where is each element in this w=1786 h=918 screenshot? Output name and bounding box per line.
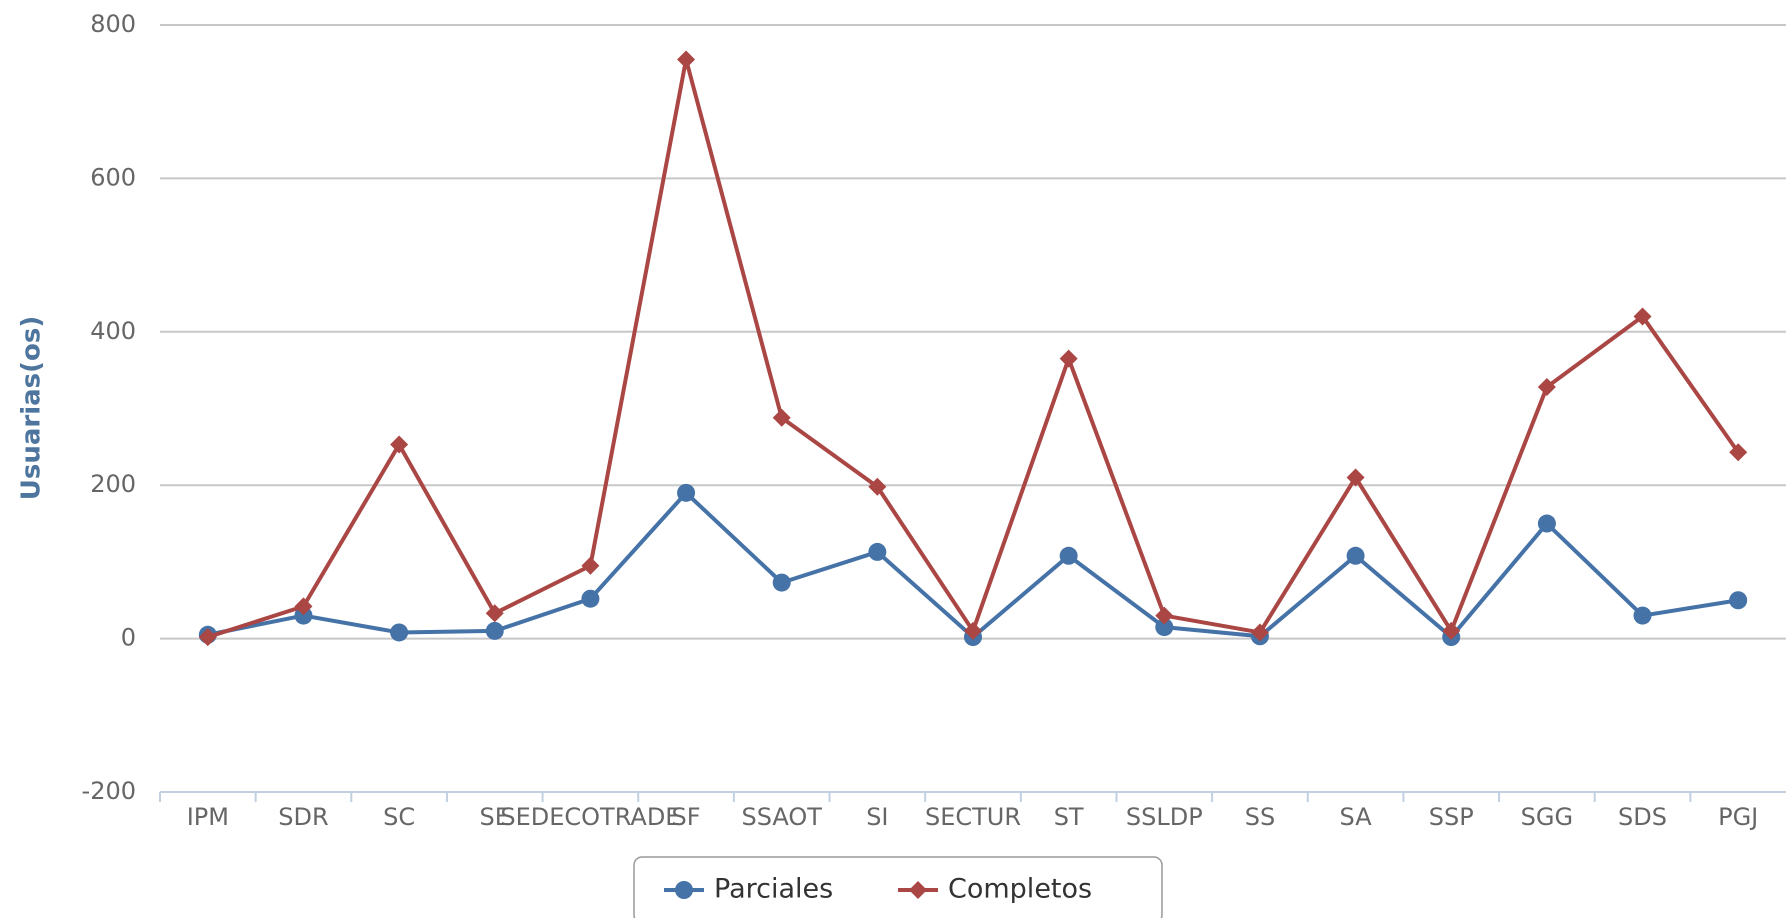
y-axis-label: Usuarias(os)	[17, 316, 47, 501]
x-tick-label: SSLDP	[1126, 803, 1203, 831]
data-point	[1059, 546, 1078, 565]
x-tick-label: SGG	[1521, 803, 1573, 831]
data-point	[964, 621, 982, 640]
data-point	[1537, 378, 1556, 397]
data-point	[1346, 468, 1365, 487]
y-tick-label: -200	[82, 777, 136, 805]
legend-box	[633, 856, 1163, 918]
data-point	[485, 604, 504, 623]
data-point	[1442, 621, 1461, 640]
x-tick-label: SSAOT	[741, 803, 822, 831]
data-point	[198, 628, 217, 647]
y-tick-label: 0	[121, 624, 136, 652]
x-tick-label: SEDECOTRADE	[500, 803, 680, 831]
x-tick-label: SS	[1245, 803, 1275, 831]
data-point	[390, 623, 409, 642]
x-tick-label: PGJ	[1718, 803, 1758, 831]
data-point	[485, 621, 504, 640]
y-tick-label: 400	[90, 317, 136, 345]
series-line	[207, 57, 1740, 639]
x-tick-label: SECTUR	[925, 803, 1021, 831]
legend-label[interactable]: Parciales	[714, 874, 833, 905]
data-point	[772, 573, 791, 592]
x-tick-label: SE	[480, 803, 510, 831]
data-point	[581, 589, 600, 608]
y-tick-label: 200	[90, 470, 136, 498]
x-tick-label: SC	[383, 803, 415, 831]
x-tick-label: SI	[866, 803, 888, 831]
data-point	[1250, 623, 1269, 642]
data-point	[1729, 591, 1748, 610]
data-point	[1633, 307, 1652, 326]
y-tick-label: 800	[90, 10, 136, 38]
data-point	[294, 597, 313, 616]
x-tick-label: IPM	[187, 803, 229, 831]
x-tick-label: SDR	[278, 803, 328, 831]
legend-marker	[675, 881, 693, 899]
data-point	[1155, 606, 1174, 625]
data-point	[581, 556, 600, 575]
data-point	[868, 542, 887, 561]
x-tick-label: SA	[1340, 803, 1373, 831]
data-point	[1729, 443, 1748, 462]
data-point	[1633, 606, 1652, 625]
y-tick-label: 600	[90, 163, 136, 191]
data-point	[1346, 546, 1365, 565]
legend-marker	[909, 881, 927, 899]
data-point	[677, 483, 696, 502]
data-point	[1155, 618, 1174, 637]
data-point	[390, 435, 409, 454]
data-point	[1059, 349, 1078, 368]
x-tick-label: SSP	[1429, 803, 1474, 831]
x-tick-label: SF	[672, 803, 701, 831]
x-tick-label: SDS	[1618, 803, 1667, 831]
data-point	[772, 408, 791, 427]
data-point	[1537, 514, 1556, 533]
x-tick-label: ST	[1054, 803, 1084, 831]
data-point	[294, 606, 313, 625]
legend-label[interactable]: Completos	[948, 874, 1092, 905]
data-point	[868, 477, 887, 496]
data-point	[677, 50, 696, 69]
